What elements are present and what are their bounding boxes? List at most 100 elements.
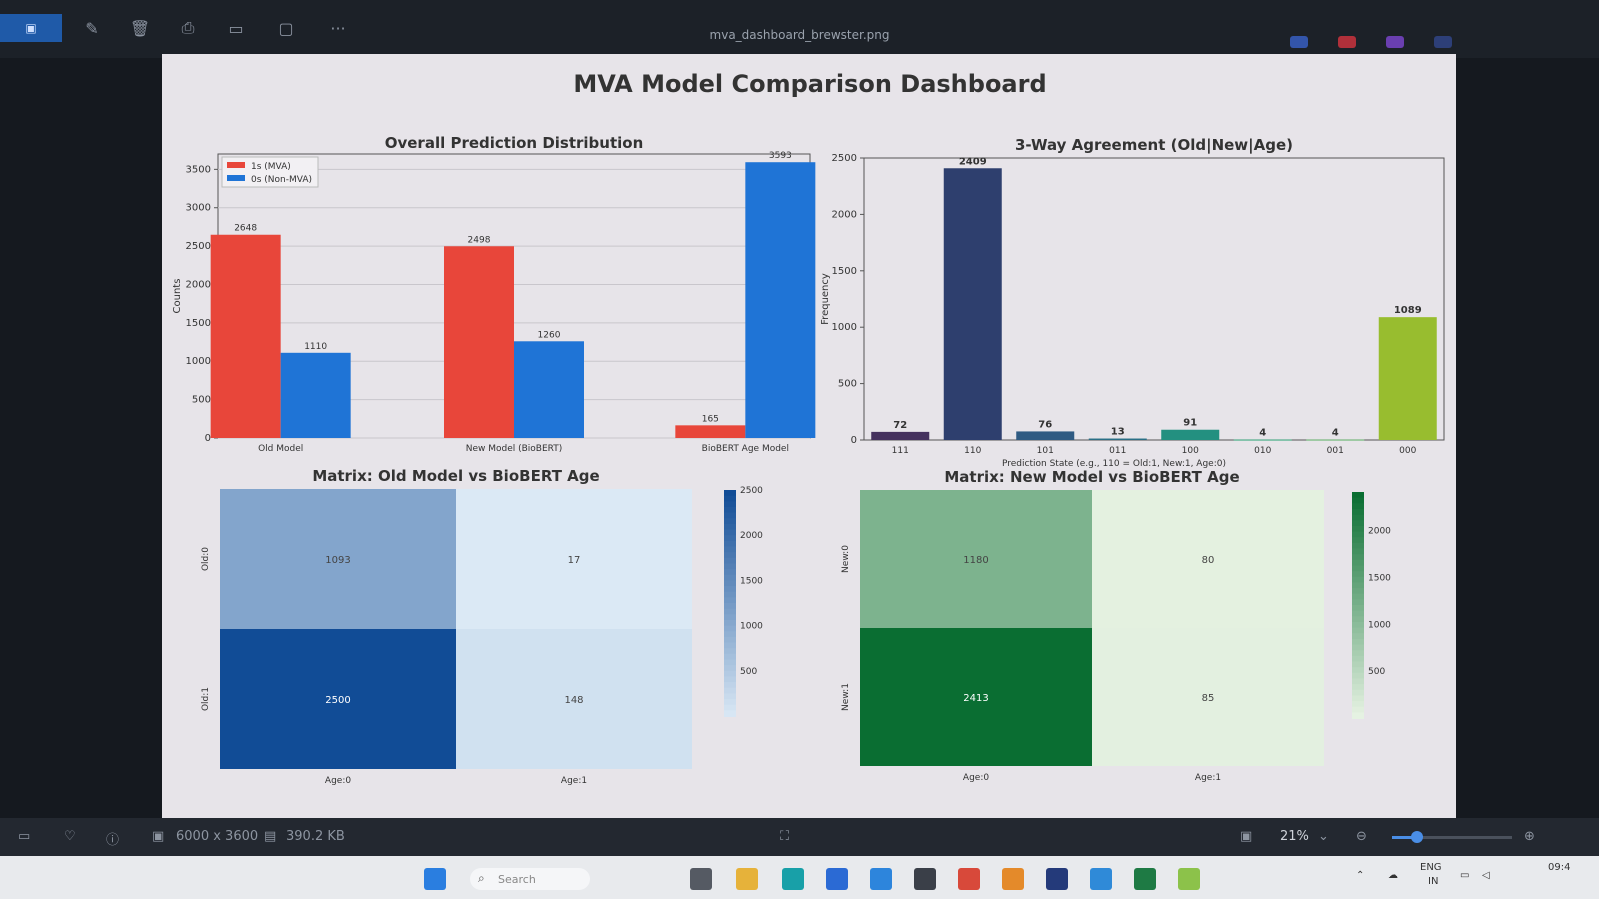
excel-icon[interactable]	[1134, 868, 1156, 890]
colorbar-segment	[724, 586, 736, 593]
colorbar-tick-label: 1500	[740, 576, 763, 586]
heatmap-value: 85	[1202, 693, 1215, 704]
taskbar: ⌕ Search ⌃ ☁ ENG IN ▭ ◁ 09:4	[0, 856, 1599, 899]
colorbar-segment	[724, 659, 736, 667]
store-icon[interactable]	[826, 868, 848, 890]
zoom-in-icon[interactable]: ⊕	[1524, 829, 1535, 844]
notes-icon[interactable]	[1178, 868, 1200, 890]
colorbar-segment	[724, 670, 736, 678]
colorbar-segment	[1352, 616, 1364, 623]
colorbar-segment	[724, 495, 736, 503]
chart-title: Overall Prediction Distribution	[385, 134, 644, 152]
colorbar-segment	[1352, 565, 1364, 573]
colorbar-segment	[724, 518, 736, 525]
zoom-level[interactable]: 21%	[1280, 829, 1309, 844]
colorbar-segment	[724, 540, 736, 548]
crop-icon[interactable]: ✎	[85, 18, 99, 38]
heatmap-cell	[1092, 628, 1324, 766]
delete-icon[interactable]: 🗑	[129, 18, 151, 38]
chevron-up-icon[interactable]: ⌃	[1356, 870, 1365, 881]
colorbar-segment	[724, 490, 736, 497]
edge-icon[interactable]	[782, 868, 804, 890]
y-tick-label: 0	[851, 435, 857, 446]
heatmap-cell	[456, 629, 692, 769]
colorbar-tick-label: 500	[740, 667, 757, 677]
dashboard-title: MVA Model Comparison Dashboard	[573, 70, 1046, 98]
wifi-icon[interactable]: ▭	[1460, 870, 1470, 881]
app-icon[interactable]	[1386, 36, 1404, 48]
heatmap-value: 1093	[325, 555, 350, 566]
colorbar-segment	[1352, 531, 1364, 539]
colorbar-segment	[1352, 706, 1364, 714]
heatmap-cell	[220, 489, 456, 629]
colorbar-segment	[724, 569, 736, 576]
colorbar-segment	[1352, 537, 1364, 544]
bar	[1088, 438, 1147, 440]
chevron-down-icon[interactable]: ⌄	[1318, 829, 1329, 844]
mail-icon[interactable]	[870, 868, 892, 890]
bar	[514, 341, 584, 438]
colorbar-segment	[1352, 492, 1364, 499]
colorbar-segment	[1352, 655, 1364, 663]
col-label: Age:0	[325, 776, 351, 786]
app-icon[interactable]	[1002, 868, 1024, 890]
x-tick-label: 011	[1109, 446, 1126, 456]
network-icon[interactable]: ☁	[1388, 870, 1398, 881]
app-icon[interactable]	[1290, 36, 1308, 48]
bar	[1016, 431, 1075, 440]
favorite-icon[interactable]: ♡	[64, 829, 76, 844]
language-indicator[interactable]: ENG	[1420, 862, 1442, 873]
zoom-out-icon[interactable]: ⊖	[1356, 829, 1367, 844]
taskbar-search[interactable]: ⌕ Search	[470, 868, 590, 890]
colorbar-segment	[724, 625, 736, 633]
file-explorer-icon[interactable]	[690, 868, 712, 890]
x-tick-label: Old Model	[258, 444, 303, 454]
fit-screen-icon[interactable]: ⛶	[780, 829, 790, 844]
colorbar-segment	[1352, 554, 1364, 561]
zoom-slider[interactable]	[1392, 831, 1512, 843]
colorbar-segment	[724, 557, 736, 565]
y-tick-label: 2500	[186, 241, 211, 252]
row-label: Old:0	[201, 547, 211, 571]
y-tick-label: 2500	[832, 153, 857, 164]
colorbar-segment	[724, 523, 736, 531]
windows-start-icon[interactable]	[424, 868, 446, 890]
monitor-icon[interactable]: ▭	[18, 829, 31, 844]
chrome-icon[interactable]	[958, 868, 980, 890]
zoom-slider-thumb[interactable]	[1411, 831, 1424, 843]
colorbar-tick-label: 1000	[1368, 620, 1391, 630]
colorbar-segment	[1352, 571, 1364, 578]
view-mode-button[interactable]: ▣	[0, 14, 62, 42]
file-size: 390.2 KB	[286, 829, 345, 844]
chart-title: 3-Way Agreement (Old|New|Age)	[1015, 136, 1293, 155]
image-dimensions: 6000 x 3600	[176, 829, 259, 844]
colorbar-segment	[724, 653, 736, 661]
colorbar-segment	[1352, 582, 1364, 590]
y-tick-label: 500	[838, 379, 857, 390]
colorbar-segment	[724, 535, 736, 542]
terminal-icon[interactable]	[914, 868, 936, 890]
edit-icon[interactable]: ▢	[278, 18, 294, 38]
info-icon[interactable]: ⓘ	[106, 833, 120, 848]
volume-icon[interactable]: ◁	[1482, 870, 1490, 881]
legend-label: 1s (MVA)	[251, 162, 291, 172]
col-label: Age:1	[1195, 773, 1221, 783]
app-icon[interactable]	[1434, 36, 1452, 48]
viewer-toolbar: ▣ ✎ 🗑 ⎙ ▭ ▢ ··· mva_dashboard_brewster.p…	[0, 0, 1599, 58]
bar-value-label: 3593	[769, 151, 792, 161]
colorbar-segment	[1352, 661, 1364, 669]
colorbar-segment	[1352, 610, 1364, 618]
folder-icon[interactable]	[736, 868, 758, 890]
clock[interactable]: 09:4	[1548, 862, 1571, 873]
colorbar-tick-label: 500	[1368, 667, 1385, 677]
vs-icon[interactable]	[1046, 868, 1068, 890]
actual-size-icon[interactable]: ▣	[1240, 829, 1253, 844]
slideshow-icon[interactable]: ▭	[228, 18, 244, 38]
y-tick-label: 1500	[186, 318, 211, 329]
colorbar-segment	[1352, 559, 1364, 567]
more-icon[interactable]: ···	[330, 18, 346, 38]
print-icon[interactable]: ⎙	[181, 18, 195, 37]
heatmap-title: Matrix: Old Model vs BioBERT Age	[312, 467, 599, 485]
app-icon[interactable]	[1338, 36, 1356, 48]
vscode-icon[interactable]	[1090, 868, 1112, 890]
